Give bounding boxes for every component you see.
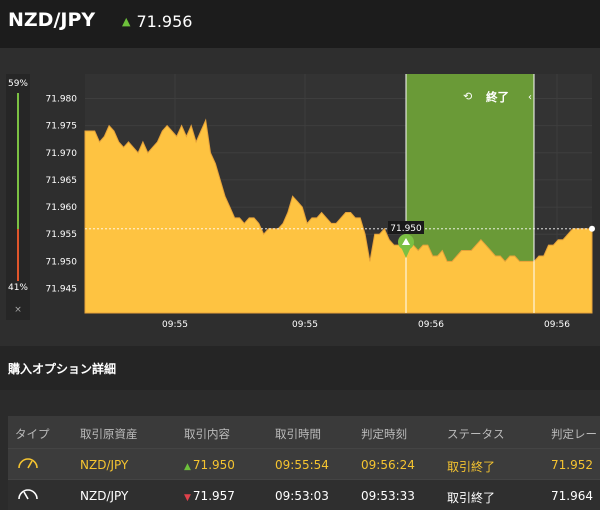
x-tick-label: 09:56 (418, 320, 444, 330)
row-asset: NZD/JPY (80, 489, 129, 503)
y-tick-label: 71.980 (46, 94, 78, 104)
table-row[interactable]: NZD/JPY ▼ 71.957 09:53:03 09:53:33 取引終了 7… (8, 479, 600, 510)
row-status: 取引終了 (447, 460, 496, 474)
row-status: 取引終了 (447, 491, 496, 505)
x-tick-label: 09:55 (292, 320, 318, 330)
up-arrow-icon (402, 238, 410, 245)
row-time: 09:53:03 (275, 489, 329, 503)
y-tick-label: 71.970 (46, 149, 78, 159)
row-time: 09:55:54 (275, 458, 329, 472)
end-label-text: 終了 (486, 90, 509, 104)
details-title: 購入オプション詳細 (8, 362, 117, 376)
table-header: タイプ 取引原資産 取引内容 取引時間 判定時刻 ステータス 判定レー (8, 416, 600, 448)
row-judge-time: 09:53:33 (361, 489, 415, 503)
x-tick-label: 09:55 (162, 320, 188, 330)
current-price-value: 71.956 (136, 12, 193, 31)
top-bar: NZD/JPY ▲ 71.956 (0, 0, 600, 48)
ratio-up-percent: 59% (7, 79, 28, 89)
sentiment-ratio: 59% 41% × (6, 74, 30, 320)
row-asset: NZD/JPY (80, 458, 129, 472)
col-judge-time: 判定時刻 (361, 427, 407, 441)
chevron-icon: ‹ (528, 92, 532, 103)
y-tick-label: 71.960 (46, 203, 78, 213)
down-triangle-icon: ▼ (184, 493, 191, 503)
x-tick-label: 09:56 (544, 320, 570, 330)
price-up-icon: ▲ (122, 15, 131, 28)
col-status: ステータス (447, 427, 505, 441)
options-table: タイプ 取引原資産 取引内容 取引時間 判定時刻 ステータス 判定レー NZD/… (8, 416, 600, 510)
price-area (84, 118, 593, 314)
col-time: 取引時間 (275, 427, 321, 441)
y-tick-label: 71.950 (46, 257, 78, 267)
y-tick-label: 71.965 (46, 176, 78, 186)
close-icon[interactable]: × (14, 305, 22, 315)
row-content: ▲ 71.950 (184, 458, 235, 472)
y-tick-label: 71.975 (46, 122, 78, 132)
chart-panel: 59% 41% × 71.980 71.975 71.970 71.965 71.960… (0, 48, 600, 346)
col-type: タイプ (15, 427, 50, 441)
current-price-dot (589, 225, 595, 232)
up-triangle-icon: ▲ (184, 462, 191, 472)
ratio-down-bar (17, 229, 19, 281)
row-content: ▼ 71.957 (184, 489, 235, 503)
entry-price-label: 71.950 (390, 224, 422, 234)
end-label: ⟲ 終了 ‹ (463, 90, 532, 104)
table-row[interactable]: NZD/JPY ▲ 71.950 09:55:54 09:56:24 取引終了 7… (8, 448, 600, 479)
ratio-down-percent: 41% (7, 283, 28, 293)
current-price: ▲ 71.956 (122, 12, 192, 31)
ratio-up-bar (17, 93, 19, 229)
entry-price-box (388, 221, 424, 234)
price-chart: 71.980 71.975 71.970 71.965 71.960 71.955 71.9… (46, 74, 595, 330)
y-tick-label: 71.945 (46, 285, 78, 295)
details-section-header: 購入オプション詳細 (0, 346, 600, 390)
col-content: 取引内容 (184, 427, 230, 441)
row-judge-time: 09:56:24 (361, 458, 415, 472)
y-tick-label: 71.955 (46, 230, 78, 240)
history-icon: ⟲ (463, 90, 472, 103)
gauge-icon (18, 458, 38, 469)
col-rate: 判定レー (551, 427, 597, 441)
entry-marker: 71.950 (388, 221, 424, 258)
col-asset: 取引原資産 (80, 427, 138, 441)
currency-pair-title: NZD/JPY (8, 9, 96, 31)
row-rate: 71.952 (551, 458, 593, 472)
gauge-icon (18, 489, 38, 500)
row-rate: 71.964 (551, 489, 593, 503)
